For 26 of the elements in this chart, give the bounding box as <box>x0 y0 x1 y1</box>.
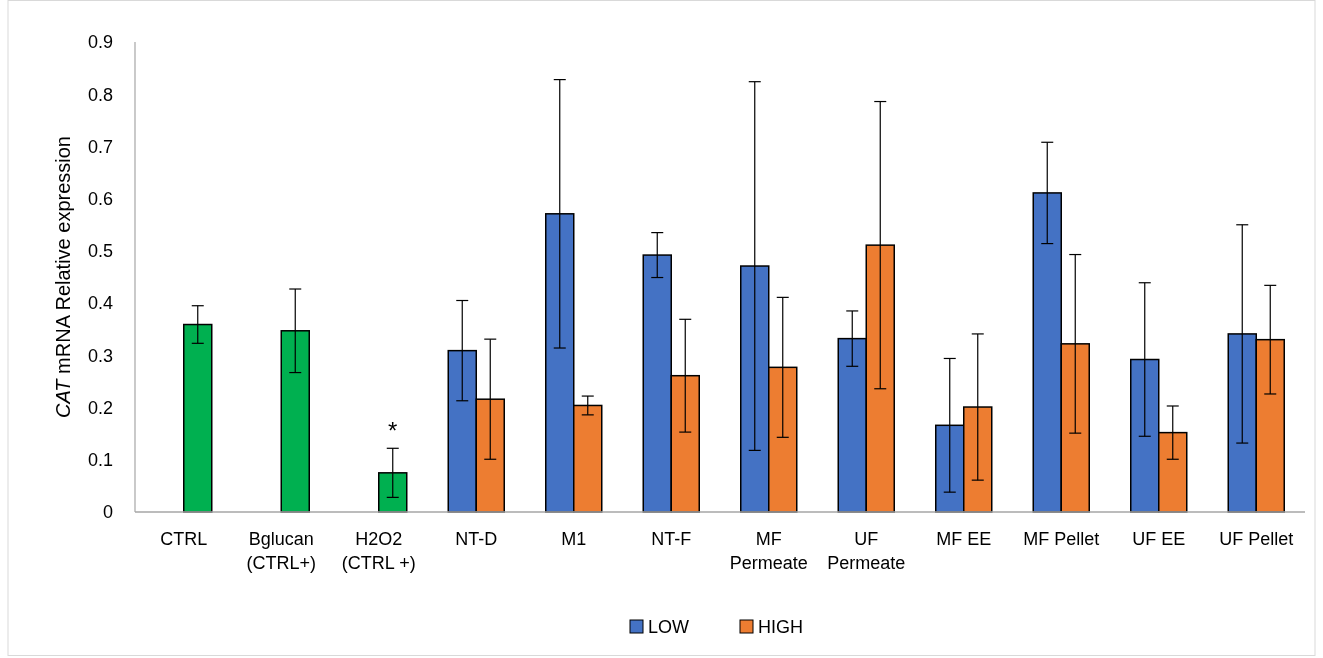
legend-label: HIGH <box>758 617 803 638</box>
x-tick-label: UF Pellet <box>1219 529 1294 549</box>
x-tick-label: M1 <box>561 529 587 549</box>
annotation: * <box>388 416 398 444</box>
y-tick-label: 0.5 <box>87 241 113 262</box>
x-tick-label: UF Permeate <box>827 529 906 573</box>
x-tick-label: MF EE <box>936 529 992 549</box>
x-tick-label: NT-D <box>455 529 498 549</box>
y-axis-title: CAT mRNA Relative expression <box>52 136 74 418</box>
x-tick-label: UF EE <box>1132 529 1186 549</box>
y-tick-label: 0 <box>102 502 113 523</box>
y-tick-label: 0.4 <box>87 293 113 314</box>
y-tick-label: 0.3 <box>87 345 113 366</box>
x-tick-label: MF Permeate <box>729 529 808 573</box>
x-tick-label: NT-F <box>651 529 692 549</box>
y-tick-label: 0.6 <box>87 188 113 209</box>
y-tick-label: 0.2 <box>87 397 113 418</box>
x-tick-label: CTRL <box>160 529 208 549</box>
x-tick-label: MF Pellet <box>1023 529 1100 549</box>
y-tick-label: 0.7 <box>87 136 113 157</box>
y-tick-label: 0.1 <box>87 450 113 471</box>
x-tick-label: Bglucan (CTRL+) <box>246 529 317 573</box>
legend-label: LOW <box>648 617 690 638</box>
x-tick-label: H2O2 (CTRL +) <box>341 529 416 573</box>
y-tick-label: 0.9 <box>87 32 113 53</box>
y-tick-label: 0.8 <box>87 84 113 105</box>
